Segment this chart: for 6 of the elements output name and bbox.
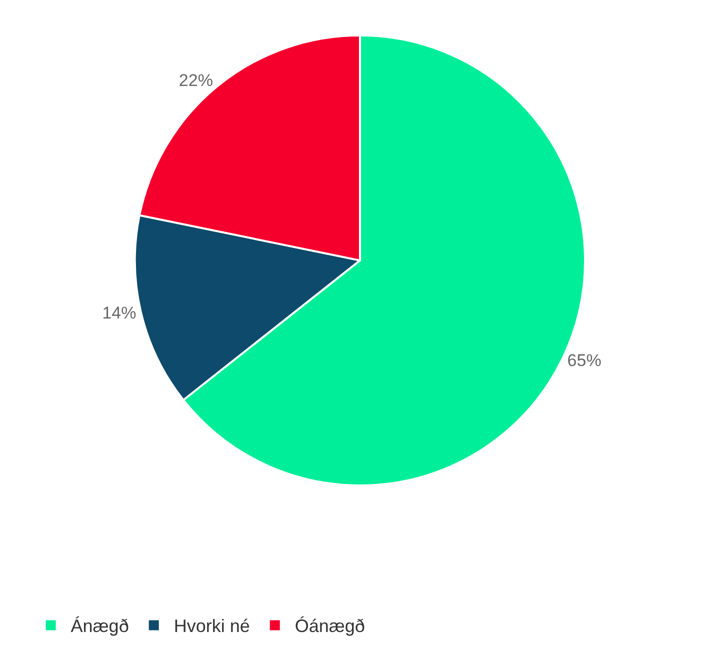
data-label: 22%: [178, 70, 213, 90]
data-label: 65%: [567, 350, 602, 370]
legend-label: Hvorki né: [174, 616, 250, 636]
data-label: 14%: [102, 303, 136, 322]
legend-label: Óánægð: [294, 616, 365, 636]
legend-label: Ánægð: [70, 616, 129, 636]
